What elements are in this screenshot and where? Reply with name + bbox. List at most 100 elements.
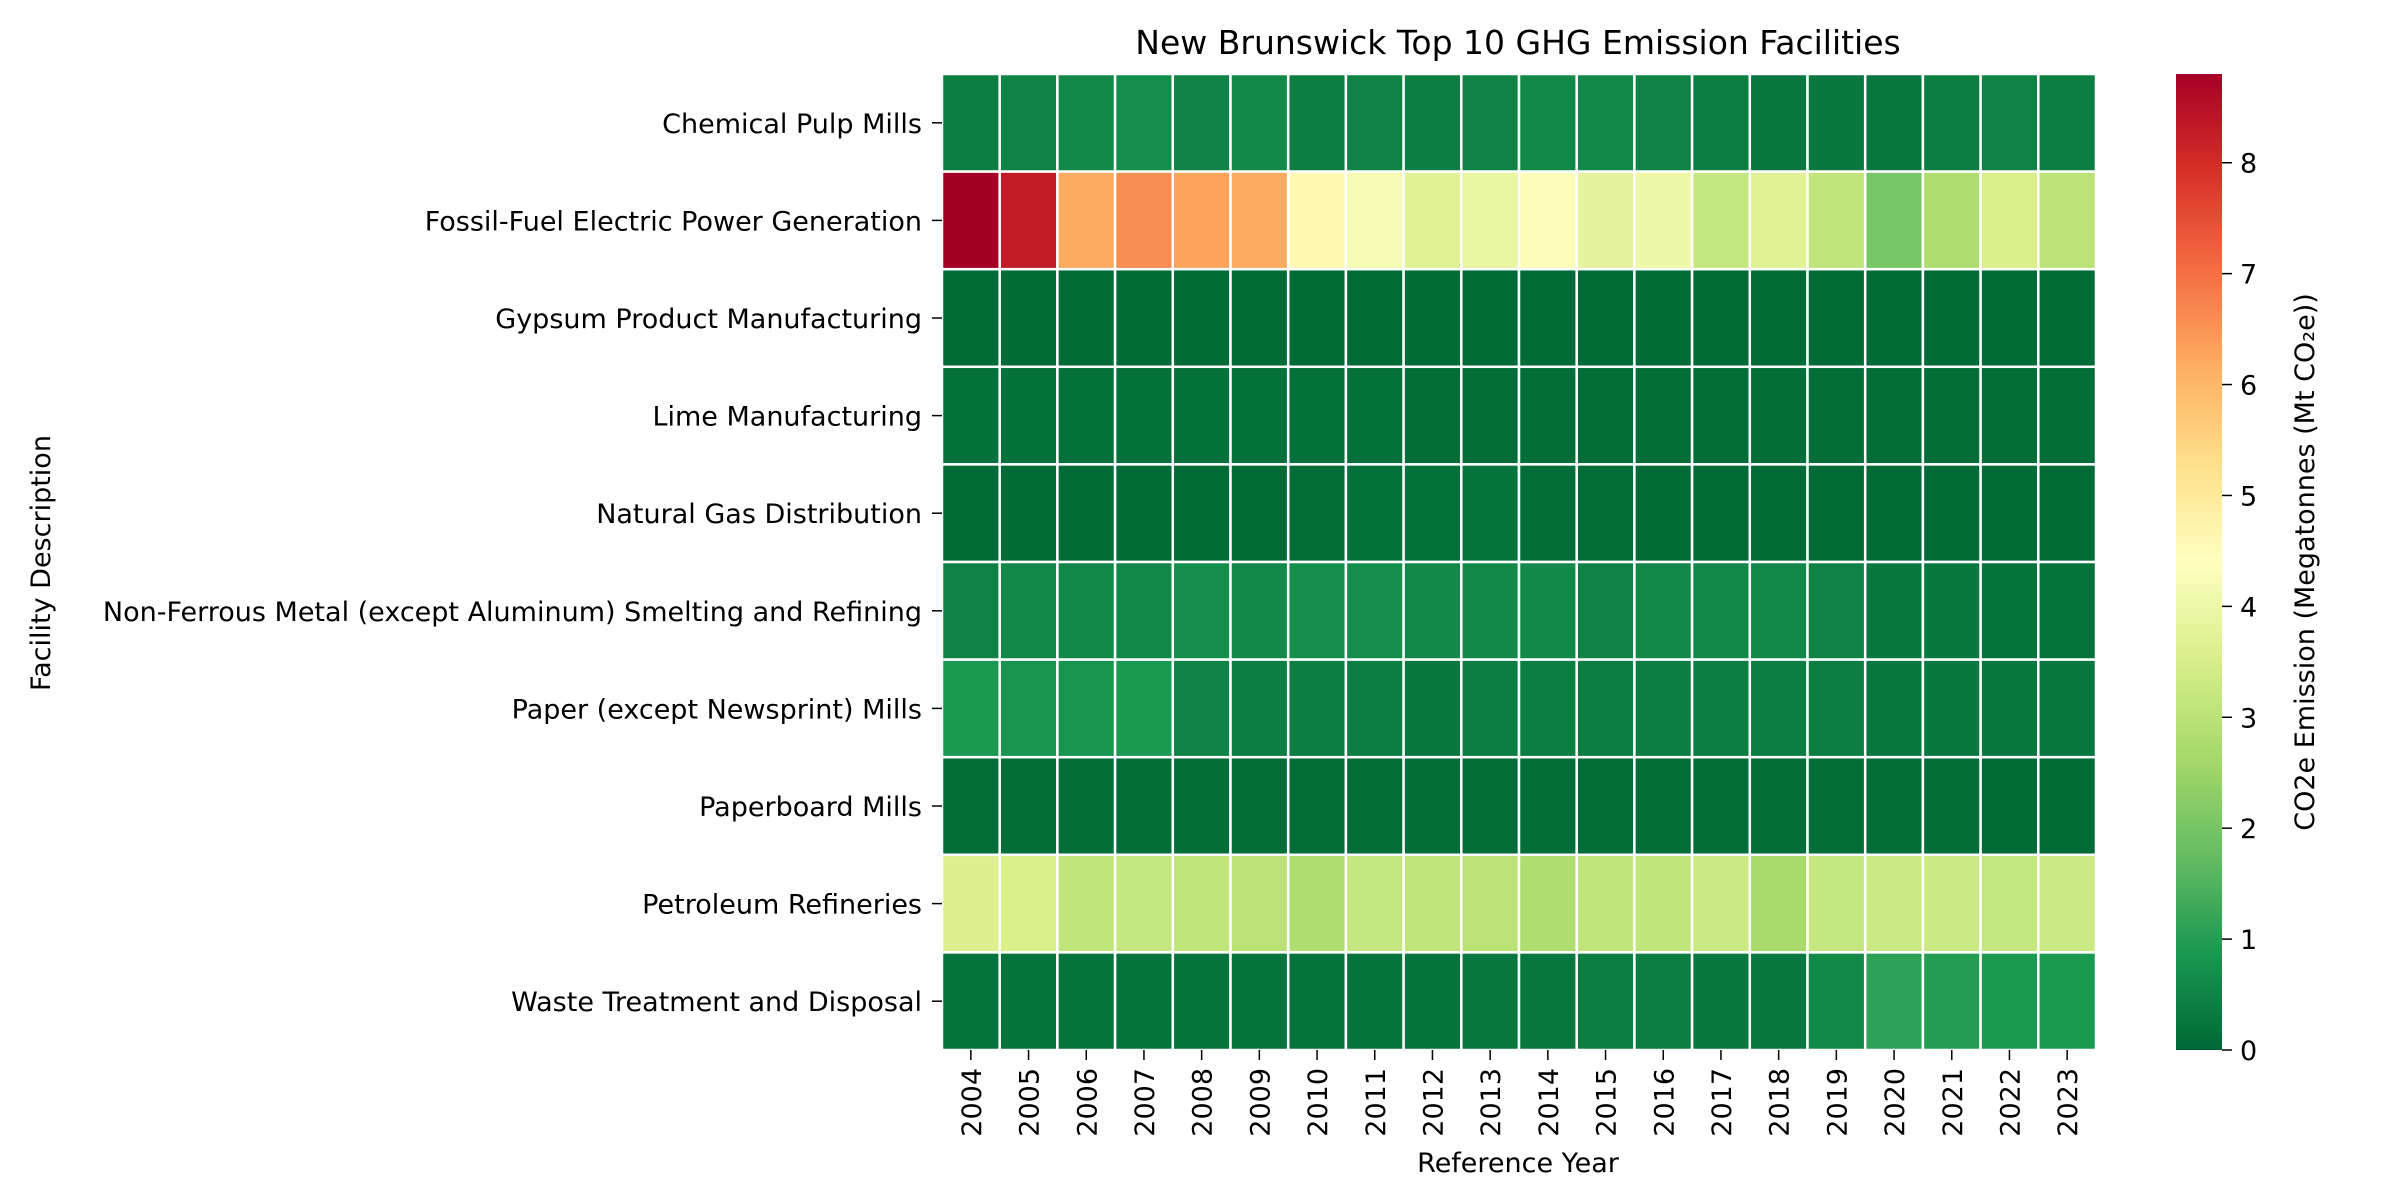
heatmap-cell — [998, 560, 1059, 661]
heatmap-cell — [1806, 267, 1867, 369]
heatmap-cell — [1344, 463, 1405, 564]
column-labels: 2004 2005 2006 2007 2008 2009 2010 2011 2012 2013… — [957, 1050, 2084, 1137]
heatmap-cell — [998, 72, 1059, 173]
heatmap-cell — [998, 755, 1059, 857]
colorbar-tick-label: 0 — [2240, 1036, 2257, 1067]
heatmap-cell — [1863, 170, 1925, 271]
heatmap-cell — [1517, 170, 1578, 271]
heatmap-cell — [1344, 365, 1405, 466]
heatmap-cell — [1402, 170, 1463, 271]
heatmap-cell — [1863, 267, 1925, 369]
heatmap-cell — [1171, 170, 1232, 271]
colorbar-tick-label: 3 — [2240, 703, 2257, 734]
heatmap-cell — [1229, 853, 1290, 954]
heatmap-cell — [1748, 267, 1809, 369]
heatmap-cell — [1229, 755, 1290, 857]
x-tick-label: 2016 — [1649, 1068, 1680, 1137]
heatmap-cell — [1863, 853, 1925, 954]
y-tick-label: Paperboard Mills — [699, 792, 922, 823]
heatmap-cell — [1806, 755, 1867, 857]
heatmap-cell — [1113, 560, 1175, 661]
heatmap-cell — [1690, 365, 1752, 466]
heatmap-cell — [1748, 365, 1809, 466]
colorbar-ticks: 0 1 2 3 4 5 6 7 8 — [2222, 149, 2257, 1067]
heatmap-cell — [1402, 755, 1463, 857]
heatmap-cell — [1460, 463, 1521, 564]
heatmap-cell — [1633, 560, 1694, 661]
colorbar-tick-label: 2 — [2240, 814, 2257, 845]
x-tick-label: 2012 — [1418, 1068, 1449, 1137]
heatmap-cell — [1979, 72, 2040, 173]
row-labels: Chemical Pulp Mills Fossil-Fuel Electric … — [103, 109, 942, 1018]
x-tick-label: 2023 — [2053, 1068, 2084, 1137]
heatmap-cell — [1748, 560, 1809, 661]
heatmap-cell — [1113, 951, 1175, 1052]
heatmap-cell — [2037, 170, 2098, 271]
heatmap-cell — [1460, 267, 1521, 369]
x-tick-label: 2006 — [1072, 1068, 1103, 1137]
heatmap-cell — [1517, 560, 1578, 661]
heatmap-cell — [1056, 755, 1117, 857]
heatmap-cell — [1113, 755, 1175, 857]
heatmap-cell — [940, 853, 1001, 954]
heatmap-cell — [1113, 853, 1175, 954]
colorbar-tick-label: 1 — [2240, 925, 2257, 956]
heatmap-cell — [1229, 72, 1290, 173]
heatmap-cell — [1286, 755, 1348, 857]
heatmap-cell — [1229, 658, 1290, 759]
x-tick-label: 2018 — [1765, 1068, 1796, 1137]
y-tick-label: Waste Treatment and Disposal — [511, 987, 922, 1018]
heatmap-cell — [1517, 365, 1578, 466]
heatmap-cell — [1575, 755, 1636, 857]
heatmap-cell — [1921, 853, 1982, 954]
heatmap-cell — [1402, 951, 1463, 1052]
heatmap-cell — [2037, 72, 2098, 173]
heatmap-cell — [1979, 365, 2040, 466]
heatmap-cell — [1921, 658, 1982, 759]
heatmap-cell — [1863, 951, 1925, 1052]
heatmap-cell — [1575, 853, 1636, 954]
heatmap-cell — [1863, 755, 1925, 857]
colorbar-tick-label: 4 — [2240, 592, 2257, 623]
y-tick-label: Chemical Pulp Mills — [662, 109, 922, 140]
heatmap-cell — [940, 170, 1001, 271]
heatmap-cell — [1979, 267, 2040, 369]
heatmap-cell — [1113, 365, 1175, 466]
heatmap-cell — [1344, 853, 1405, 954]
y-axis-label: Facility Description — [26, 435, 57, 691]
heatmap-cell — [1286, 560, 1348, 661]
heatmap-cell — [1633, 365, 1694, 466]
heatmap-cell — [1286, 72, 1348, 173]
heatmap-cell — [1402, 853, 1463, 954]
y-tick-label: Non-Ferrous Metal (except Aluminum) Smel… — [103, 597, 922, 628]
heatmap-cell — [1633, 72, 1694, 173]
heatmap-cell — [1748, 170, 1809, 271]
heatmap-cell — [1575, 658, 1636, 759]
heatmap-cell — [940, 560, 1001, 661]
chart-title: New Brunswick Top 10 GHG Emission Facili… — [1135, 23, 1900, 62]
heatmap-cell — [1402, 365, 1463, 466]
heatmap-cell — [1575, 560, 1636, 661]
heatmap-cell — [1748, 72, 1809, 173]
heatmap-cell — [1921, 365, 1982, 466]
heatmap-cell — [1229, 170, 1290, 271]
heatmap-cell — [1690, 853, 1752, 954]
heatmap-cell — [1806, 560, 1867, 661]
heatmap-cell — [940, 463, 1001, 564]
heatmap-cell — [1344, 951, 1405, 1052]
colorbar: 0 1 2 3 4 5 6 7 8 CO2e Emission (Megatonnes (Mt … — [2176, 74, 2321, 1067]
heatmap-cell — [1113, 658, 1175, 759]
heatmap-cell — [1633, 951, 1694, 1052]
heatmap-cell — [1921, 72, 1982, 173]
heatmap-cell — [1056, 951, 1117, 1052]
heatmap-cell — [1344, 755, 1405, 857]
heatmap-cell — [1460, 853, 1521, 954]
heatmap-cell — [2037, 658, 2098, 759]
heatmap-cell — [1460, 560, 1521, 661]
heatmap-cell — [1286, 658, 1348, 759]
x-tick-label: 2020 — [1880, 1068, 1911, 1137]
heatmap-cell — [1113, 72, 1175, 173]
heatmap-cell — [1286, 951, 1348, 1052]
